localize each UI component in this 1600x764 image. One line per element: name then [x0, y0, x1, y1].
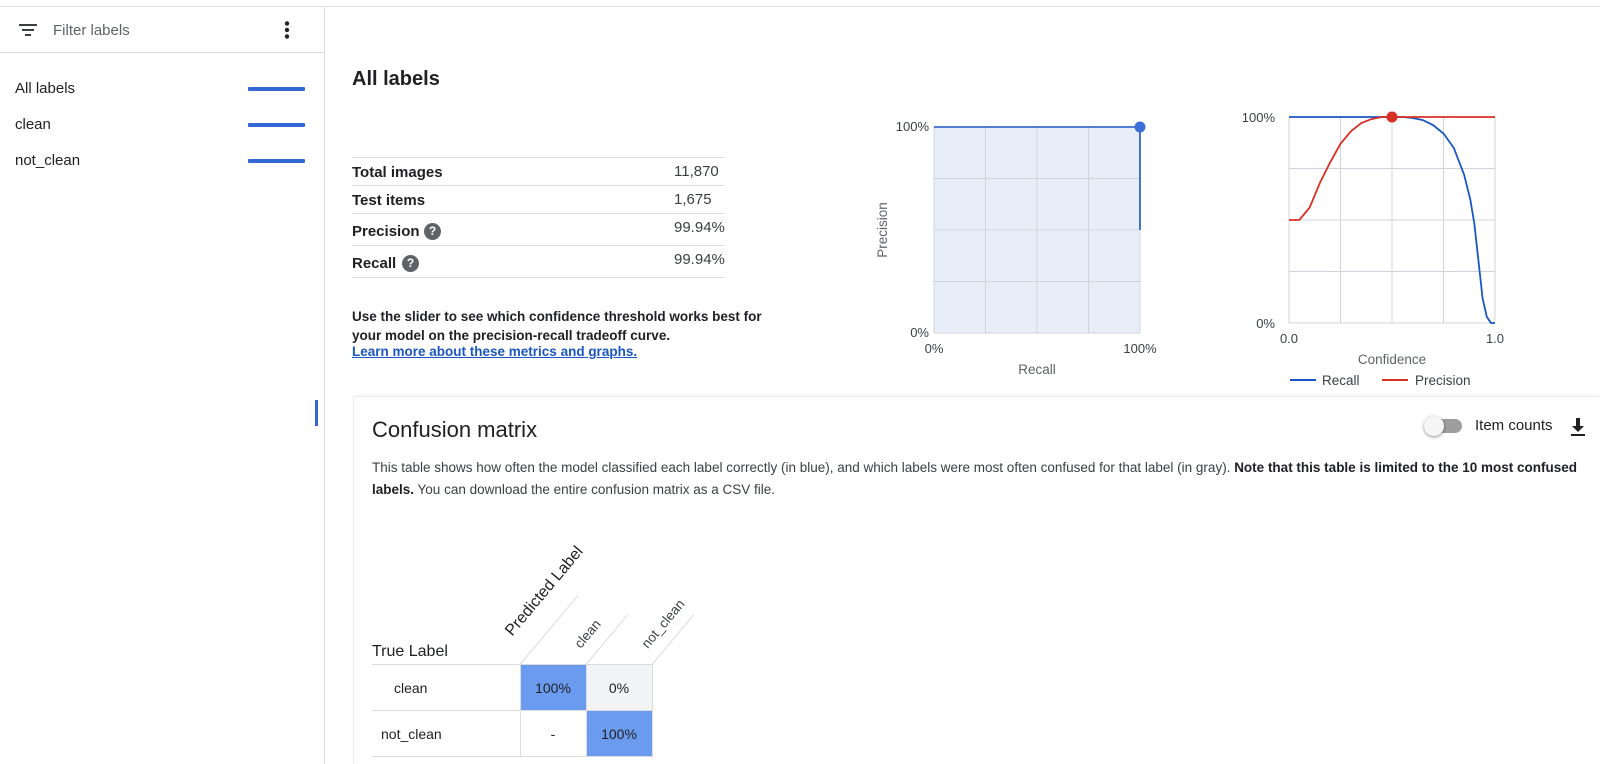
y-tick-label: 0% [1256, 316, 1275, 331]
toggle-knob [1424, 416, 1444, 436]
matrix-cell[interactable]: 100% [519, 664, 587, 711]
legend-label: Precision [1415, 373, 1471, 388]
label-sidebar: All labels clean not_clean [0, 7, 325, 764]
y-tick-label: 100% [896, 119, 930, 134]
x-axis-label: Confidence [1358, 352, 1426, 367]
page-title: All labels [352, 68, 440, 90]
desc-text: This table shows how often the model cla… [372, 460, 1235, 475]
filter-labels-input[interactable] [53, 19, 253, 41]
sidebar-item-all-labels[interactable]: All labels [0, 73, 324, 105]
download-icon[interactable] [1569, 417, 1587, 437]
series-line-swatch [248, 123, 305, 127]
sidebar-item-clean[interactable]: clean [0, 109, 324, 141]
y-tick-label: 100% [1242, 110, 1276, 125]
sidebar-item-label: not_clean [15, 152, 81, 169]
stat-value: 11,870 [674, 163, 719, 180]
item-counts-toggle[interactable] [1424, 416, 1466, 436]
stat-row-precision: Precision ? 99.94% [352, 214, 725, 246]
series-line-swatch [248, 87, 305, 91]
sidebar-item-label: All labels [15, 80, 76, 97]
stat-value: 1,675 [674, 191, 712, 208]
precision-curve [1289, 116, 1495, 221]
threshold-marker[interactable] [1134, 121, 1146, 133]
slider-instructions: Use the slider to see which confidence t… [352, 309, 762, 343]
confusion-matrix-table: clean 100% 0% not_clean - 100% [372, 664, 653, 757]
y-tick-label: 0% [910, 325, 929, 340]
row-header: not_clean [372, 710, 521, 757]
stat-row-recall: Recall ? 99.94% [352, 246, 725, 278]
table-row: not_clean - 100% [372, 710, 653, 757]
scroll-indicator[interactable] [315, 400, 318, 426]
stats-table: Total images 11,870 Test items 1,675 Pre… [352, 157, 725, 278]
stat-row-total-images: Total images 11,870 [352, 158, 725, 186]
matrix-cell[interactable]: 0% [585, 664, 653, 711]
help-icon[interactable]: ? [424, 223, 441, 240]
stat-value: 99.94% [674, 251, 725, 268]
precision-recall-chart: 100% 0% 0% 100% Recall Precision [875, 119, 1157, 377]
true-label-header: True Label [372, 643, 448, 660]
top-divider [0, 6, 1600, 7]
x-tick-label: 0% [925, 341, 944, 356]
sidebar-item-not-clean[interactable]: not_clean [0, 145, 324, 177]
row-header: clean [372, 664, 521, 711]
chart-legend: Recall Precision [1290, 373, 1471, 388]
filter-bar [0, 7, 324, 53]
x-tick-label: 100% [1123, 341, 1157, 356]
stat-label: Test items [352, 192, 426, 209]
confusion-matrix-title: Confusion matrix [372, 417, 538, 442]
stat-label: Total images [352, 164, 443, 181]
legend-label: Recall [1322, 373, 1360, 388]
matrix-cell[interactable]: - [519, 710, 587, 757]
desc-text: You can download the entire confusion ma… [414, 482, 775, 497]
sidebar-item-label: clean [15, 116, 51, 133]
grid [1288, 116, 1496, 324]
desc-bold-text: Note that this table is limited to the 1… [372, 460, 1577, 497]
y-axis-label: Precision [875, 202, 890, 258]
learn-more-link[interactable]: Learn more about these metrics and graph… [352, 344, 638, 359]
table-row: clean 100% 0% [372, 664, 653, 711]
x-axis-label: Recall [1018, 362, 1056, 377]
confusion-matrix-card [353, 396, 1600, 764]
confidence-chart: 100% 0% 0.0 1.0 Confidence Recall Precis… [1242, 110, 1504, 388]
stat-label: Precision [352, 223, 420, 240]
item-counts-label: Item counts [1475, 417, 1553, 434]
stat-row-test-items: Test items 1,675 [352, 186, 725, 214]
help-icon[interactable]: ? [402, 255, 419, 272]
more-vert-icon[interactable] [284, 21, 290, 39]
stat-value: 99.94% [674, 219, 725, 236]
matrix-cell[interactable]: 100% [585, 710, 653, 757]
threshold-marker[interactable] [1386, 111, 1398, 123]
x-tick-label: 0.0 [1280, 331, 1298, 346]
series-line-swatch [248, 159, 305, 163]
stat-label: Recall [352, 255, 397, 272]
x-tick-label: 1.0 [1486, 331, 1504, 346]
filter-icon[interactable] [19, 23, 37, 37]
confusion-matrix-description: This table shows how often the model cla… [372, 457, 1582, 501]
